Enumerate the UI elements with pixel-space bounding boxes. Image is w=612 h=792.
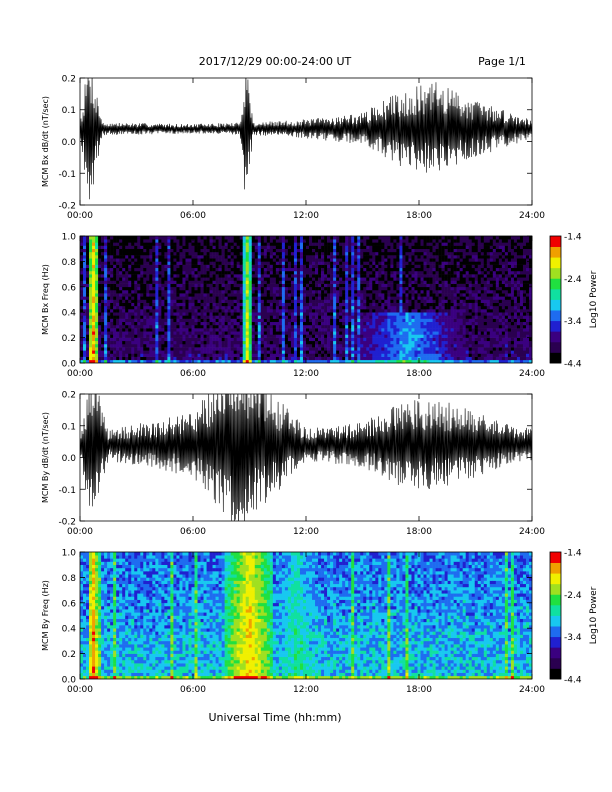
dbdt-trace [80, 78, 532, 200]
y-tick-label: 0.4 [62, 625, 77, 635]
y-tick-label: 0.8 [62, 258, 77, 268]
y-tick-label: 0.6 [62, 599, 77, 609]
colorbar-tick-label: -3.4 [564, 633, 582, 643]
y-tick-label: 0.8 [62, 574, 77, 584]
y-axis-label: MCM Bx Freq (Hz) [41, 264, 50, 335]
x-tick-label: 12:00 [293, 211, 319, 221]
y-tick-label: 1.0 [62, 233, 77, 243]
colorbar-tick-label: -4.4 [564, 360, 582, 370]
x-tick-label: 12:00 [293, 527, 319, 537]
y-tick-label: 0.2 [62, 75, 76, 85]
x-tick-label: 06:00 [180, 211, 206, 221]
x-tick-label: 24:00 [519, 527, 545, 537]
colorbar-tick-label: -1.4 [564, 549, 582, 559]
y-tick-label: 0.1 [62, 422, 76, 432]
x-tick-label: 24:00 [519, 211, 545, 221]
x-axis-title: Universal Time (hh:mm) [209, 711, 342, 724]
x-tick-label: 00:00 [67, 211, 93, 221]
x-tick-label: 24:00 [519, 685, 545, 695]
header-page: Page 1/1 [478, 55, 526, 68]
colorbar-tick-label: -1.4 [564, 233, 582, 243]
spectrogram-cells [80, 236, 532, 363]
dbdt-trace [80, 394, 532, 521]
colorbar-tick-label: -3.4 [564, 317, 582, 327]
x-tick-label: 06:00 [180, 369, 206, 379]
x-tick-label: 06:00 [180, 685, 206, 695]
colorbar-tick-label: -2.4 [564, 591, 582, 601]
bx-spectrogram-panel: -1.4 -2.4 -3.4 -4.4 Log10 Power 0.0 0.2 0.4 0.6 0… [41, 233, 599, 380]
x-tick-label: 18:00 [406, 527, 432, 537]
y-tick-label: 1.0 [62, 549, 77, 559]
colorbar-label: Log10 Power [589, 270, 599, 328]
bx-dbdt-panel: -0.2 -0.1 0.0 0.1 0.2 00:00 06:00 12:00 18:00 24:… [41, 75, 545, 222]
y-tick-label: 0.0 [62, 360, 77, 370]
y-tick-label: 0.4 [62, 309, 77, 319]
colorbar-tick-label: -2.4 [564, 275, 582, 285]
spectrogram-cells [80, 552, 532, 679]
y-axis-label: MCM By dB/dt (nT/sec) [41, 412, 50, 503]
x-tick-label: 12:00 [293, 369, 319, 379]
x-tick-label: 18:00 [406, 211, 432, 221]
y-tick-label: 0.1 [62, 106, 76, 116]
header-date-range: 2017/12/29 00:00-24:00 UT [199, 55, 352, 68]
y-tick-label: 0.6 [62, 283, 77, 293]
colorbar-tick-label: -4.4 [564, 676, 582, 686]
y-tick-label: -0.1 [58, 486, 76, 496]
y-axis-label: MCM Bx dB/dt (nT/sec) [41, 96, 50, 187]
y-tick-label: -0.2 [58, 518, 76, 528]
colorbar: -1.4 -2.4 -3.4 -4.4 Log10 Power [549, 233, 599, 370]
y-tick-label: -0.2 [58, 202, 76, 212]
y-tick-label: 0.2 [62, 334, 76, 344]
y-tick-label: 0.2 [62, 391, 76, 401]
x-tick-label: 18:00 [406, 685, 432, 695]
by-dbdt-panel: -0.2 -0.1 0.0 0.1 0.2 00:00 06:00 12:00 18:00 24:… [41, 391, 545, 538]
y-tick-label: -0.1 [58, 170, 76, 180]
by-spectrogram-panel: -1.4 -2.4 -3.4 -4.4 Log10 Power 0.0 0.2 0.4 0.6 0… [41, 549, 599, 696]
y-tick-label: 0.0 [62, 454, 77, 464]
x-tick-label: 00:00 [67, 527, 93, 537]
y-tick-label: 0.0 [62, 676, 77, 686]
colorbar-label: Log10 Power [589, 586, 599, 644]
colorbar: -1.4 -2.4 -3.4 -4.4 Log10 Power [549, 549, 599, 686]
x-tick-label: 24:00 [519, 369, 545, 379]
x-tick-label: 06:00 [180, 527, 206, 537]
y-axis-label: MCM By Freq (Hz) [41, 580, 50, 651]
y-tick-label: 0.0 [62, 138, 77, 148]
x-tick-label: 18:00 [406, 369, 432, 379]
x-tick-label: 12:00 [293, 685, 319, 695]
x-tick-label: 00:00 [67, 369, 93, 379]
y-tick-label: 0.2 [62, 650, 76, 660]
x-tick-label: 00:00 [67, 685, 93, 695]
